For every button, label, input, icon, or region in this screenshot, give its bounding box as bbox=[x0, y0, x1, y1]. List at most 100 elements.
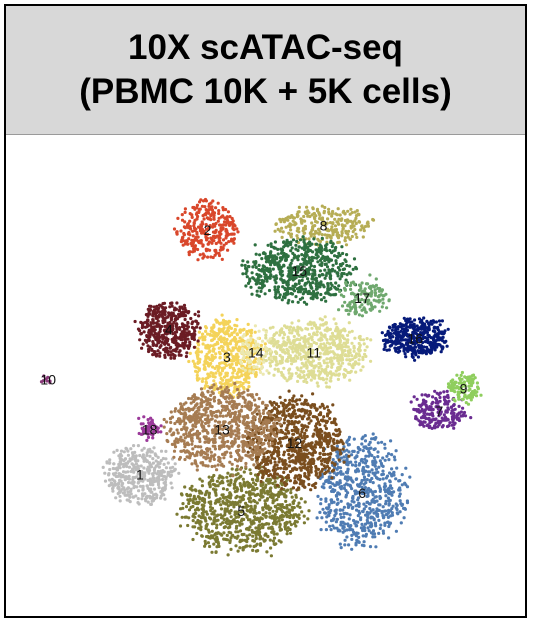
cell-point bbox=[333, 462, 336, 465]
cell-point bbox=[352, 519, 355, 522]
cell-point bbox=[346, 334, 349, 337]
cell-point bbox=[279, 396, 282, 399]
cell-point bbox=[197, 310, 200, 313]
cell-point bbox=[223, 382, 226, 385]
cell-point bbox=[333, 218, 336, 221]
cell-point bbox=[248, 500, 251, 503]
cell-point bbox=[442, 390, 445, 393]
cell-point bbox=[230, 515, 233, 518]
cell-point bbox=[182, 311, 185, 314]
cell-point bbox=[284, 341, 287, 344]
cell-point bbox=[196, 374, 199, 377]
cell-point bbox=[163, 306, 166, 309]
cell-point bbox=[219, 513, 222, 516]
cell-point bbox=[291, 399, 294, 402]
cell-point bbox=[133, 485, 136, 488]
cell-point bbox=[285, 483, 288, 486]
cell-point bbox=[273, 406, 276, 409]
cell-point bbox=[303, 515, 306, 518]
cell-point bbox=[325, 377, 328, 380]
cell-point bbox=[351, 480, 354, 483]
cell-point bbox=[315, 364, 318, 367]
cell-point bbox=[234, 544, 237, 547]
cell-point bbox=[430, 407, 433, 410]
cell-point bbox=[292, 516, 295, 519]
cell-point bbox=[316, 330, 319, 333]
cell-point bbox=[234, 480, 237, 483]
cell-point bbox=[326, 445, 329, 448]
cell-point bbox=[218, 329, 221, 332]
cell-point bbox=[325, 236, 328, 239]
cell-point bbox=[137, 444, 140, 447]
cell-point bbox=[174, 318, 177, 321]
cell-point bbox=[302, 215, 305, 218]
cell-point bbox=[279, 440, 282, 443]
cell-point bbox=[273, 428, 276, 431]
cell-point bbox=[237, 349, 240, 352]
cell-point bbox=[376, 450, 379, 453]
cell-point bbox=[303, 232, 306, 235]
cell-point bbox=[153, 497, 156, 500]
cell-point bbox=[276, 532, 279, 535]
cell-point bbox=[336, 357, 339, 360]
cell-point bbox=[167, 350, 170, 353]
cell-point bbox=[347, 362, 350, 365]
cell-point bbox=[277, 507, 280, 510]
cell-point bbox=[236, 332, 239, 335]
cell-point bbox=[339, 354, 342, 357]
cell-point bbox=[114, 496, 117, 499]
cell-point bbox=[280, 227, 283, 230]
cell-point bbox=[354, 211, 357, 214]
cell-point bbox=[187, 226, 190, 229]
cell-point bbox=[291, 216, 294, 219]
cell-point bbox=[157, 341, 160, 344]
cell-point bbox=[230, 238, 233, 241]
cell-point bbox=[281, 510, 284, 513]
cell-point bbox=[206, 256, 209, 259]
cell-point bbox=[355, 477, 358, 480]
cell-point bbox=[277, 370, 280, 373]
cell-point bbox=[211, 357, 214, 360]
cell-point bbox=[188, 233, 191, 236]
cell-point bbox=[192, 234, 195, 237]
cell-point bbox=[269, 473, 272, 476]
cell-point bbox=[153, 488, 156, 491]
cell-point bbox=[201, 338, 204, 341]
cell-point bbox=[203, 213, 206, 216]
cell-point bbox=[147, 348, 150, 351]
cell-point bbox=[343, 522, 346, 525]
cell-point bbox=[332, 440, 335, 443]
cell-point bbox=[255, 537, 258, 540]
cell-point bbox=[305, 429, 308, 432]
cell-point bbox=[287, 453, 290, 456]
cell-point bbox=[156, 477, 159, 480]
cell-point bbox=[423, 414, 426, 417]
cell-point bbox=[310, 379, 313, 382]
cell-point bbox=[304, 500, 307, 503]
cell-point bbox=[243, 470, 246, 473]
cell-point bbox=[165, 476, 168, 479]
cell-point bbox=[264, 505, 267, 508]
cell-point bbox=[297, 513, 300, 516]
cell-point bbox=[225, 242, 228, 245]
cell-point bbox=[193, 208, 196, 211]
cell-point bbox=[313, 403, 316, 406]
cell-point bbox=[201, 245, 204, 248]
cell-point bbox=[348, 220, 351, 223]
cell-point bbox=[171, 353, 174, 356]
cell-point bbox=[343, 368, 346, 371]
cell-point bbox=[317, 420, 320, 423]
cell-point bbox=[242, 478, 245, 481]
cell-point bbox=[277, 228, 280, 231]
cell-point bbox=[253, 500, 256, 503]
cell-point bbox=[271, 501, 274, 504]
cell-point bbox=[476, 381, 479, 384]
cell-point bbox=[222, 538, 225, 541]
cell-point bbox=[387, 503, 390, 506]
cell-point bbox=[420, 403, 423, 406]
cell-point bbox=[227, 210, 230, 213]
cell-point bbox=[327, 432, 330, 435]
cell-point bbox=[323, 333, 326, 336]
cell-point bbox=[147, 466, 150, 469]
cell-point bbox=[458, 411, 461, 414]
